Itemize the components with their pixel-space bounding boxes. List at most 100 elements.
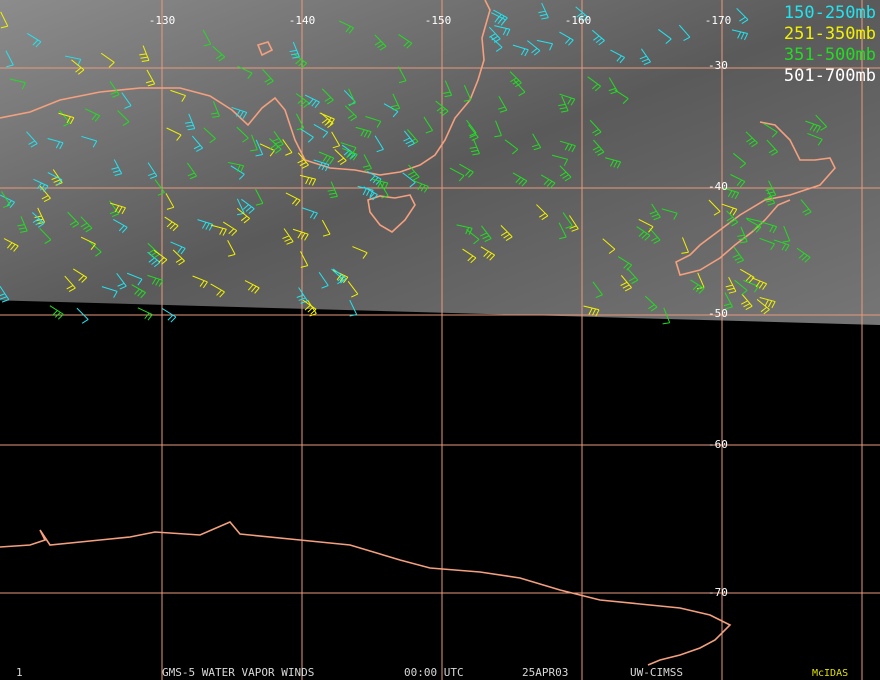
barb-feather [367, 131, 372, 139]
wind-barb [815, 114, 828, 131]
barb-feather [765, 188, 773, 191]
wind-barb [743, 280, 759, 293]
barb-staff [52, 169, 63, 183]
barb-feather [299, 161, 307, 167]
barb-feather [118, 206, 123, 214]
barb-feather [0, 296, 8, 300]
barb-feather [784, 244, 790, 252]
barb-feather [592, 146, 600, 151]
barb-staff [374, 135, 384, 150]
barb-staff [495, 120, 502, 136]
barb-feather [564, 176, 572, 182]
wind-barb [344, 105, 357, 122]
wind-barb [690, 279, 705, 294]
wind-barb [85, 108, 101, 122]
barb-feather [348, 102, 356, 106]
barb-feather [771, 151, 778, 156]
barb-feather [54, 311, 61, 318]
barb-feather [782, 240, 790, 243]
barb-staff [746, 218, 762, 228]
barb-staff [640, 48, 651, 63]
wind-barb [488, 26, 501, 43]
wind-barb [227, 161, 245, 173]
wind-barb [81, 135, 98, 148]
barb-feather [538, 212, 546, 218]
barb-staff [751, 277, 767, 285]
wind-barb [352, 246, 368, 259]
barb-feather [297, 159, 305, 164]
wind-barb [626, 267, 639, 285]
barb-feather [158, 280, 164, 287]
wind-barb [321, 88, 334, 105]
wind-barb [318, 151, 335, 165]
barb-feather [486, 252, 492, 259]
barb-staff [142, 45, 150, 61]
barb-feather [376, 121, 382, 128]
barb-staff [26, 131, 38, 144]
barb-staff [466, 229, 480, 240]
barb-feather [743, 303, 751, 308]
barb-feather [802, 208, 810, 213]
barb-feather [216, 289, 222, 296]
barb-staff [583, 305, 600, 311]
barb-feather [348, 27, 354, 34]
barb-feather [512, 79, 520, 85]
latitude-label: -40 [708, 180, 728, 193]
barb-feather [470, 149, 479, 153]
wind-barb [725, 276, 737, 294]
barb-feather [352, 154, 358, 161]
wind-barb [5, 50, 14, 68]
barb-feather [284, 238, 292, 242]
wind-barb [759, 237, 775, 251]
barb-feather [63, 122, 71, 127]
barb-staff [170, 89, 186, 97]
barb-feather [305, 177, 310, 185]
wind-barb [732, 247, 744, 264]
barb-staff [331, 131, 341, 146]
barb-feather [219, 291, 225, 298]
barb-feather [376, 148, 384, 153]
barb-feather [66, 116, 71, 124]
wind-barb [730, 174, 746, 188]
frame-number: 1 [16, 666, 23, 679]
barb-staff [117, 110, 130, 123]
barb-feather [137, 290, 143, 297]
wind-barb [295, 113, 305, 131]
barb-feather [498, 106, 506, 110]
wind-barb [80, 216, 93, 233]
barb-feather [533, 50, 541, 56]
barb-staff [342, 148, 358, 155]
barb-feather [309, 313, 317, 317]
barb-feather [266, 80, 274, 86]
barb-feather [158, 257, 165, 263]
barb-staff [663, 307, 671, 323]
barb-feather [321, 285, 329, 289]
barb-feather [112, 170, 121, 173]
wind-barb [58, 112, 75, 125]
footer-source: UW-CIMSS [630, 666, 683, 679]
barb-feather [285, 152, 293, 156]
wind-barb [282, 139, 293, 156]
barb-feather [57, 179, 63, 186]
wind-barb [282, 228, 294, 245]
barb-feather [741, 289, 748, 296]
barb-feather [771, 131, 778, 138]
barb-feather [300, 100, 307, 106]
wind-barb [237, 65, 253, 80]
wind-barb [639, 48, 651, 66]
barb-feather [392, 107, 400, 111]
barb-feather [567, 97, 572, 105]
barb-feather [816, 126, 821, 133]
wind-barb [407, 164, 420, 181]
wind-barb [340, 142, 357, 155]
latitude-label: -60 [708, 438, 728, 451]
barb-feather [518, 178, 525, 185]
barb-feather [592, 128, 599, 134]
barb-staff [251, 134, 258, 150]
barb-staff [498, 95, 508, 111]
barb-feather [740, 241, 748, 244]
barb-feather [622, 98, 629, 104]
barb-feather [148, 249, 155, 254]
barb-feather [626, 264, 633, 271]
